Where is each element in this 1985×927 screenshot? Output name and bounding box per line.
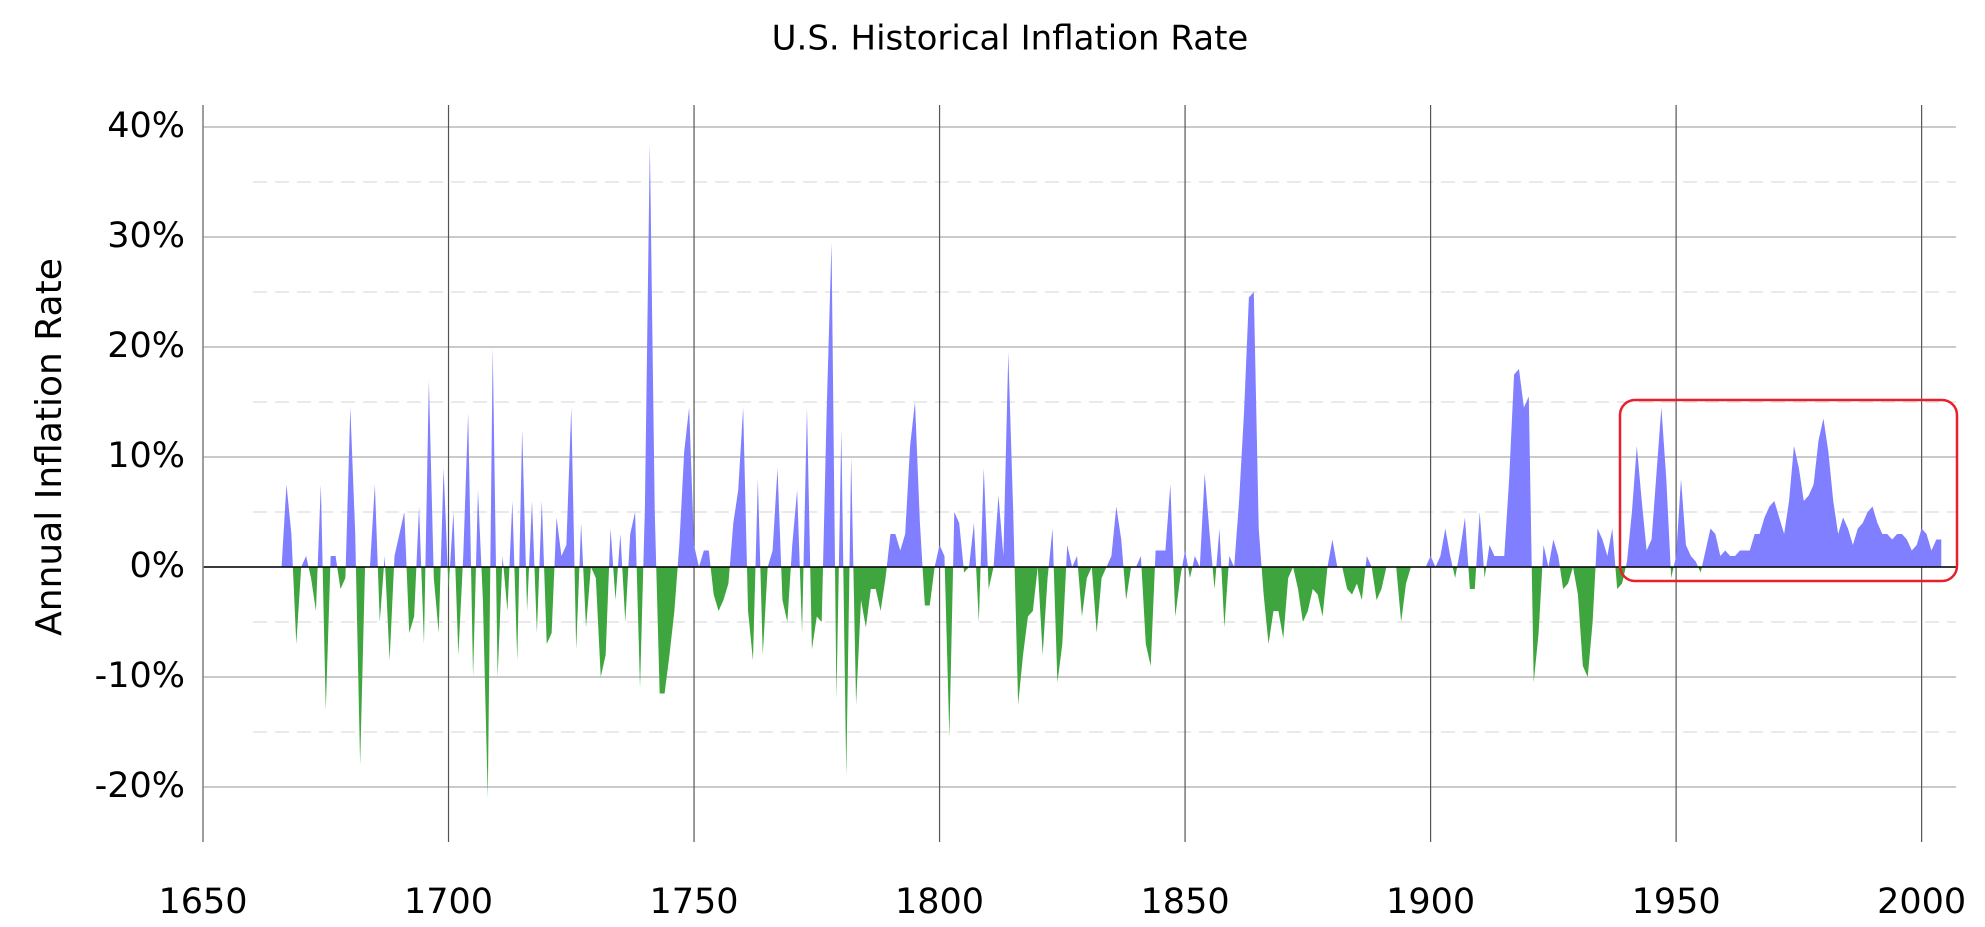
highlight-box: [1618, 398, 1959, 583]
x-tick-label: 1850: [1141, 882, 1230, 922]
grid: [202, 105, 1956, 842]
y-tick-label: 10%: [107, 436, 185, 476]
x-tick-label: 1900: [1386, 882, 1475, 922]
x-tick-label: 1750: [649, 882, 738, 922]
x-tick-label: 1950: [1632, 882, 1721, 922]
y-tick-label: 20%: [107, 326, 185, 366]
y-axis-label: Annual Inflation Rate: [29, 258, 70, 636]
chart-title: U.S. Historical Inflation Rate: [772, 19, 1249, 59]
inflation-area: [281, 143, 1942, 798]
x-tick-label: 1650: [158, 882, 247, 922]
y-tick-label: -10%: [95, 656, 185, 696]
y-tick-label: 0%: [129, 546, 185, 586]
plot-area: [202, 105, 1956, 842]
y-tick-label: -20%: [95, 766, 185, 806]
x-tick-label: 2000: [1877, 882, 1966, 922]
y-tick-label: 30%: [107, 216, 185, 256]
y-tick-label: 40%: [107, 106, 185, 146]
x-tick-label: 1800: [895, 882, 984, 922]
x-tick-label: 1700: [404, 882, 493, 922]
